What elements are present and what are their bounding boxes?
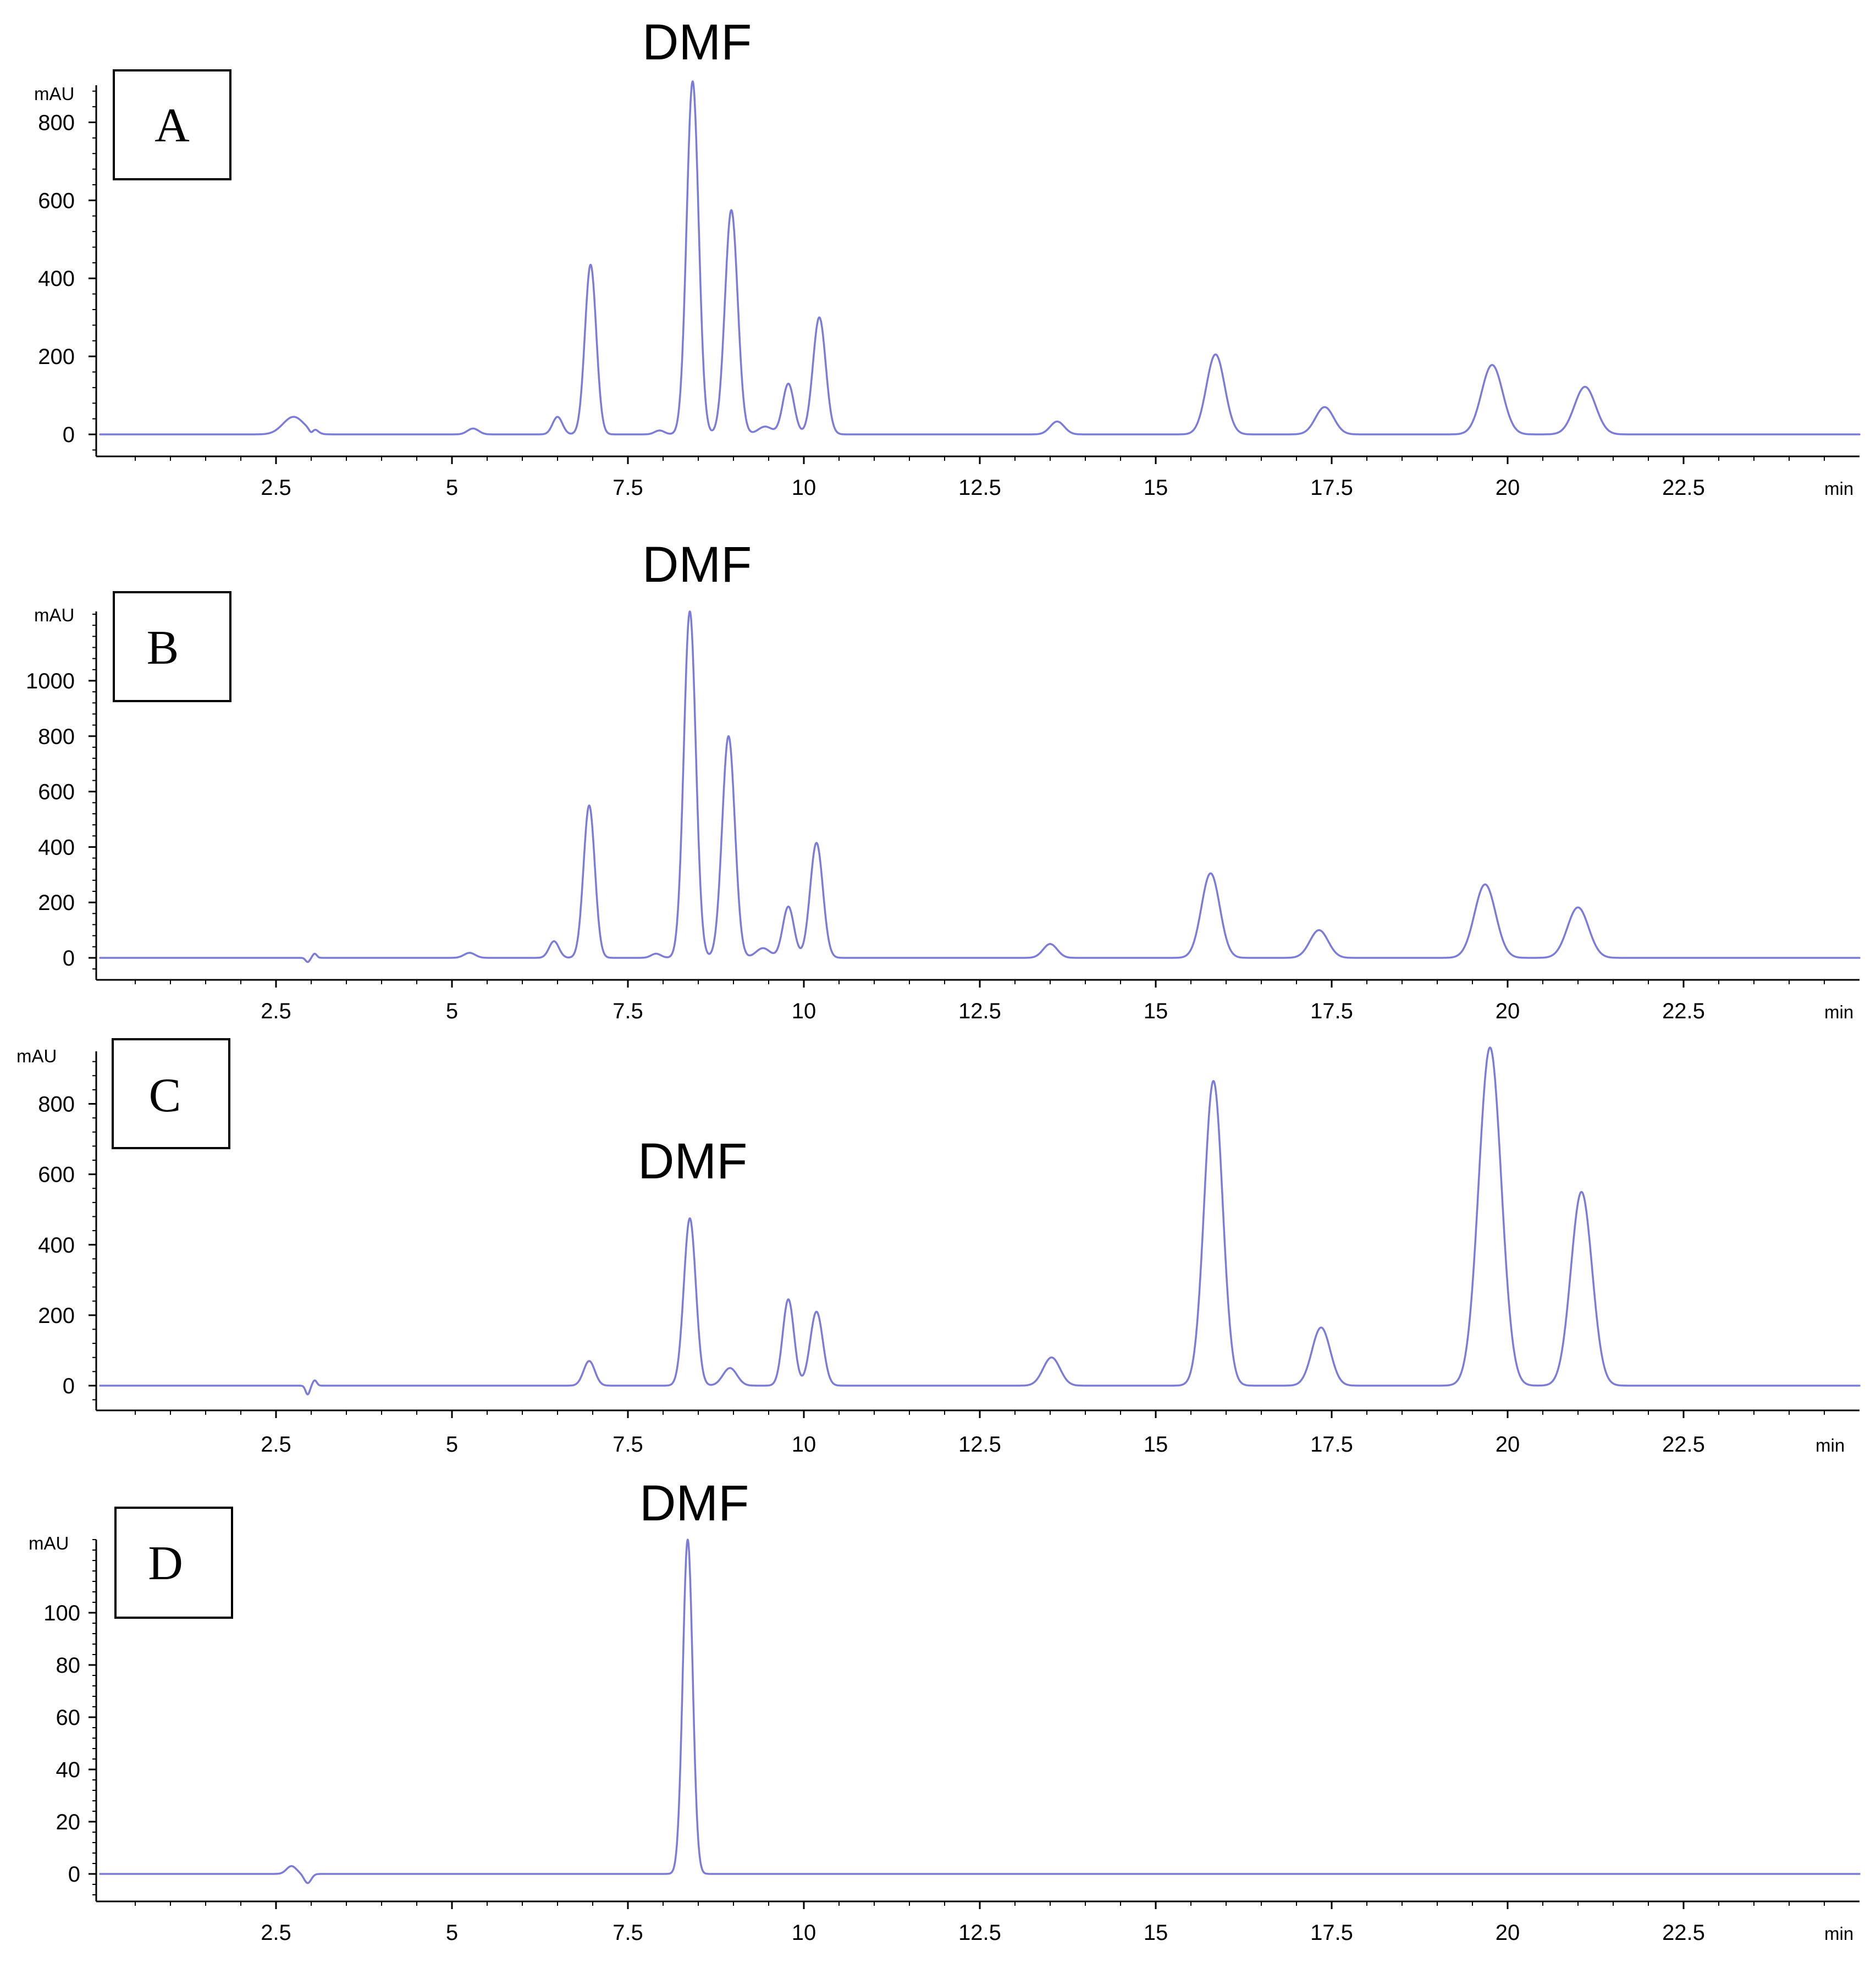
- x-tick-label-c-2.5: 2.5: [261, 1432, 291, 1457]
- panel-label-box-d: [114, 1507, 233, 1619]
- y-axis-unit-c: mAU: [16, 1046, 57, 1066]
- peak-annotation-c: DMF: [638, 1133, 747, 1189]
- y-tick-label-d-80: 80: [56, 1653, 81, 1678]
- y-tick-label-b-0: 0: [63, 946, 75, 971]
- x-tick-label-b-5: 5: [446, 999, 458, 1023]
- x-tick-label-a-17.5: 17.5: [1310, 476, 1353, 500]
- panel-letter-d: D: [148, 1537, 183, 1590]
- y-tick-label-a-800: 800: [38, 111, 75, 135]
- x-tick-label-b-2.5: 2.5: [261, 999, 291, 1023]
- x-tick-label-a-15: 15: [1144, 476, 1168, 500]
- x-tick-label-b-10: 10: [792, 999, 816, 1023]
- x-tick-label-c-22.5: 22.5: [1662, 1432, 1705, 1457]
- panel-d: DMF mAU min 0 20 40 60 80 100 2.5 5 7.5 10 12.5 15 1…: [29, 1475, 1861, 1945]
- panel-label-box-c: [112, 1038, 230, 1149]
- x-tick-label-b-20: 20: [1496, 999, 1520, 1023]
- x-tick-label-c-12.5: 12.5: [958, 1432, 1001, 1457]
- y-tick-label-d-100: 100: [43, 1601, 80, 1625]
- peak-annotation-b: DMF: [642, 537, 752, 593]
- y-tick-label-a-400: 400: [38, 267, 75, 291]
- y-axis-unit-d: mAU: [29, 1533, 69, 1553]
- x-tick-label-c-15: 15: [1144, 1432, 1168, 1457]
- x-tick-label-d-15: 15: [1144, 1921, 1168, 1945]
- x-tick-label-c-7.5: 7.5: [613, 1432, 643, 1457]
- x-tick-label-a-10: 10: [792, 476, 816, 500]
- x-tick-label-c-5: 5: [446, 1432, 458, 1457]
- x-tick-label-c-20: 20: [1496, 1432, 1520, 1457]
- x-tick-label-b-22.5: 22.5: [1662, 999, 1705, 1023]
- y-tick-label-c-400: 400: [38, 1233, 75, 1258]
- x-tick-label-b-12.5: 12.5: [958, 999, 1001, 1023]
- y-tick-label-d-60: 60: [56, 1706, 81, 1730]
- peak-annotation-a: DMF: [642, 14, 752, 70]
- x-axis-unit-a: min: [1824, 478, 1853, 499]
- x-tick-label-b-7.5: 7.5: [613, 999, 643, 1023]
- x-tick-label-a-5: 5: [446, 476, 458, 500]
- x-tick-label-c-10: 10: [792, 1432, 816, 1457]
- x-tick-label-d-20: 20: [1496, 1921, 1520, 1945]
- chromatogram-trace-b: [99, 610, 1861, 963]
- y-tick-label-b-200: 200: [38, 891, 75, 915]
- panel-c: DMF mAU min 0 200 400 600 800 2.5 5 7.5 10 12.5 15…: [16, 1038, 1861, 1457]
- y-axis-unit-a: mAU: [34, 84, 74, 104]
- peak-annotation-d: DMF: [639, 1475, 749, 1531]
- y-tick-label-b-400: 400: [38, 835, 75, 859]
- y-tick-label-c-200: 200: [38, 1304, 75, 1328]
- y-tick-label-a-200: 200: [38, 345, 75, 369]
- x-tick-label-d-10: 10: [792, 1921, 816, 1945]
- x-tick-label-d-7.5: 7.5: [613, 1921, 643, 1945]
- chromatogram-trace-c: [99, 1046, 1861, 1396]
- y-tick-label-b-800: 800: [38, 725, 75, 749]
- panel-a: DMF mAU min 0 200 400 600 800 2.5 5 7.5 10 12.5 15…: [34, 14, 1861, 500]
- y-tick-label-c-0: 0: [63, 1374, 75, 1398]
- x-tick-label-d-22.5: 22.5: [1662, 1921, 1705, 1945]
- panel-letter-b: B: [147, 621, 179, 675]
- x-tick-label-a-2.5: 2.5: [261, 476, 291, 500]
- chromatogram-trace-a: [99, 80, 1861, 435]
- y-tick-label-c-800: 800: [38, 1093, 75, 1117]
- y-tick-label-d-0: 0: [68, 1862, 80, 1887]
- x-tick-label-a-12.5: 12.5: [958, 476, 1001, 500]
- x-tick-label-b-17.5: 17.5: [1310, 999, 1353, 1023]
- x-tick-label-b-15: 15: [1144, 999, 1168, 1023]
- y-tick-label-b-1000: 1000: [26, 669, 75, 693]
- x-tick-label-d-17.5: 17.5: [1310, 1921, 1353, 1945]
- chromatogram-trace-d: [99, 1539, 1861, 1884]
- x-tick-label-a-20: 20: [1496, 476, 1520, 500]
- x-tick-label-a-7.5: 7.5: [613, 476, 643, 500]
- y-tick-label-b-600: 600: [38, 780, 75, 804]
- y-tick-label-d-20: 20: [56, 1810, 81, 1834]
- panel-label-box-b: [113, 591, 231, 702]
- y-tick-label-c-600: 600: [38, 1163, 75, 1187]
- panel-letter-a: A: [155, 99, 190, 152]
- x-tick-label-c-17.5: 17.5: [1310, 1432, 1353, 1457]
- x-axis-unit-c: min: [1816, 1435, 1845, 1455]
- x-axis-unit-d: min: [1824, 1923, 1853, 1944]
- y-tick-label-a-0: 0: [63, 423, 75, 447]
- panel-label-box-a: [113, 69, 231, 180]
- panel-b: DMF mAU min 0 200 400 600 800 1000 2.5 5 7.5 10 12…: [26, 537, 1861, 1023]
- x-tick-label-d-2.5: 2.5: [261, 1921, 291, 1945]
- x-tick-label-a-22.5: 22.5: [1662, 476, 1705, 500]
- x-tick-label-d-12.5: 12.5: [958, 1921, 1001, 1945]
- panel-letter-c: C: [149, 1069, 181, 1122]
- y-axis-unit-b: mAU: [34, 605, 74, 625]
- y-tick-label-a-600: 600: [38, 189, 75, 213]
- y-tick-label-d-40: 40: [56, 1758, 81, 1782]
- x-axis-unit-b: min: [1824, 1002, 1853, 1022]
- x-tick-label-d-5: 5: [446, 1921, 458, 1945]
